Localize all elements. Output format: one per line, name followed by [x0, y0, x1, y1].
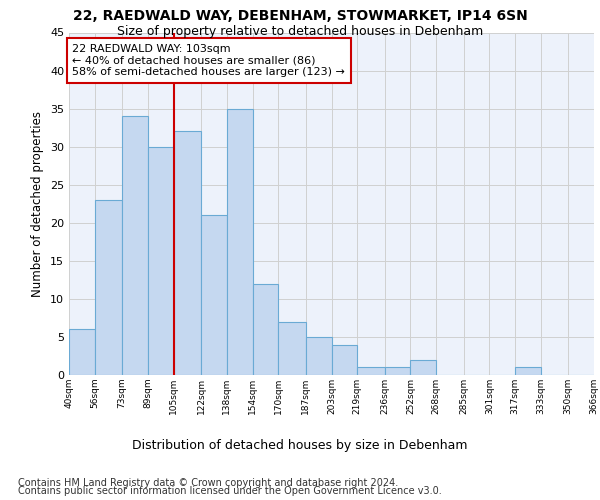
Bar: [227, 108, 253, 375]
Bar: [173, 132, 201, 375]
Bar: [515, 368, 541, 375]
Text: Size of property relative to detached houses in Debenham: Size of property relative to detached ho…: [117, 25, 483, 38]
Text: Contains HM Land Registry data © Crown copyright and database right 2024.: Contains HM Land Registry data © Crown c…: [18, 478, 398, 488]
Bar: [331, 344, 357, 375]
Bar: [122, 116, 148, 375]
Text: Contains public sector information licensed under the Open Government Licence v3: Contains public sector information licen…: [18, 486, 442, 496]
Bar: [306, 337, 331, 375]
Bar: [278, 322, 306, 375]
Bar: [253, 284, 278, 375]
Y-axis label: Number of detached properties: Number of detached properties: [31, 111, 44, 296]
Bar: [69, 330, 95, 375]
Bar: [95, 200, 122, 375]
Text: 22, RAEDWALD WAY, DEBENHAM, STOWMARKET, IP14 6SN: 22, RAEDWALD WAY, DEBENHAM, STOWMARKET, …: [73, 9, 527, 23]
Bar: [410, 360, 436, 375]
Text: Distribution of detached houses by size in Debenham: Distribution of detached houses by size …: [132, 440, 468, 452]
Bar: [385, 368, 410, 375]
Bar: [148, 146, 173, 375]
Bar: [201, 215, 227, 375]
Bar: [357, 368, 385, 375]
Text: 22 RAEDWALD WAY: 103sqm
← 40% of detached houses are smaller (86)
58% of semi-de: 22 RAEDWALD WAY: 103sqm ← 40% of detache…: [72, 44, 345, 77]
